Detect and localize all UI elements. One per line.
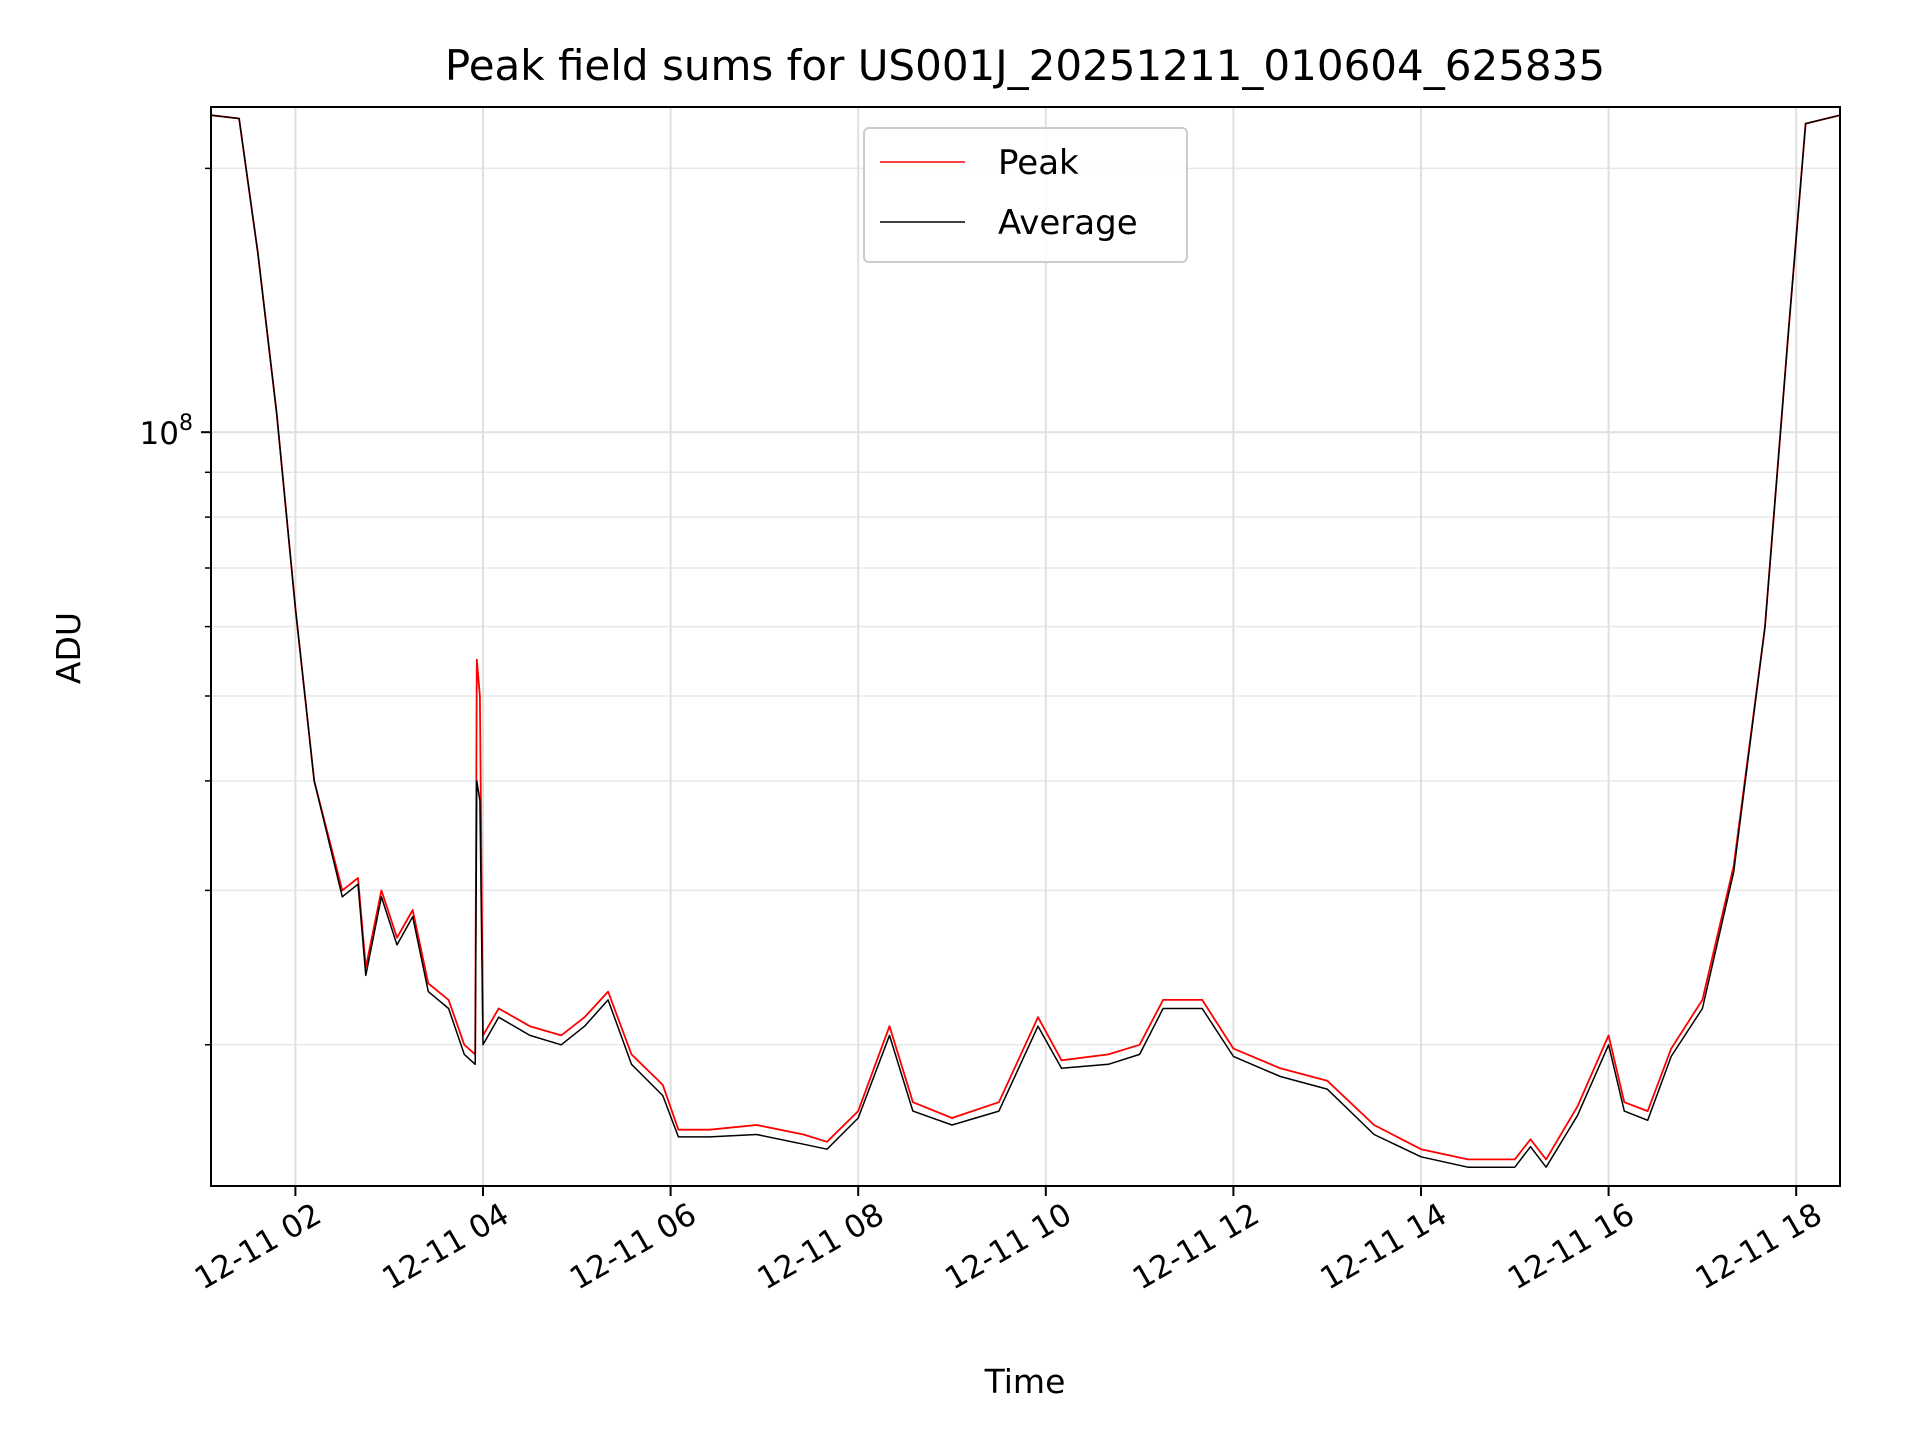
series-line-peak	[210, 114, 1841, 1161]
y-tick-label: 108	[140, 411, 193, 452]
chart-title: Peak field sums for US001J_20251211_0106…	[445, 41, 1605, 90]
plot-frame	[210, 106, 1841, 1187]
series-line-average	[210, 114, 1841, 1168]
x-axis-label: Time	[984, 1362, 1066, 1401]
legend: Peak Average	[863, 127, 1188, 263]
legend-label-peak: Peak	[998, 143, 1079, 183]
legend-label-average: Average	[998, 203, 1138, 243]
y-axis-label: ADU	[49, 612, 88, 684]
y-axis: 108	[140, 167, 211, 1046]
plot-area	[210, 114, 1841, 1168]
grid	[211, 107, 1840, 1186]
